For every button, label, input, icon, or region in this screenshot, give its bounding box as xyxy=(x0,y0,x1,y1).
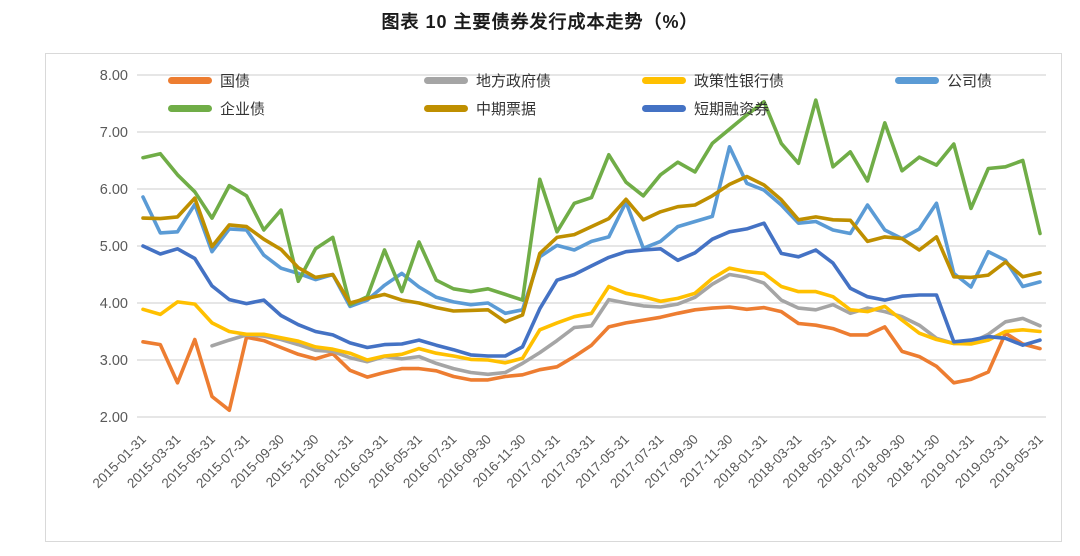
legend-row-2: 企业债 中期票据 短期融资券 xyxy=(0,96,1080,120)
series-line-中期票据 xyxy=(141,174,1042,324)
legend-item-中期票据: 中期票据 xyxy=(424,96,536,120)
legend-label: 短期融资券 xyxy=(694,100,770,118)
legend-label: 国债 xyxy=(220,72,251,90)
chart-title: 图表 10 主要债券发行成本走势（%） xyxy=(381,12,699,32)
series-line-企业债 xyxy=(141,98,1042,307)
legend-label: 政策性银行债 xyxy=(694,72,785,90)
series-line-公司债 xyxy=(141,145,1042,316)
legend-label: 公司债 xyxy=(947,72,993,90)
y-axis-label: 6.00 xyxy=(100,182,128,198)
y-axis-label: 2.00 xyxy=(100,410,128,426)
legend-label: 中期票据 xyxy=(476,100,537,118)
legend-item-公司债: 公司债 xyxy=(895,68,992,92)
legend-swatch-icon xyxy=(895,76,939,84)
legend-swatch-icon xyxy=(168,76,212,84)
series-line-政策性银行债 xyxy=(141,266,1042,365)
legend-item-政策性银行债: 政策性银行债 xyxy=(642,68,784,92)
legend-swatch-icon xyxy=(424,104,468,112)
legend-swatch-icon xyxy=(424,76,468,84)
y-axis-label: 4.00 xyxy=(100,296,128,312)
legend-swatch-icon xyxy=(642,104,686,112)
y-axis-label: 8.00 xyxy=(100,68,128,84)
legend-item-地方政府债: 地方政府债 xyxy=(424,68,551,92)
legend-label: 地方政府债 xyxy=(476,72,552,90)
series-line-短期融资券 xyxy=(141,221,1042,358)
series-line-国债 xyxy=(141,305,1042,412)
legend-item-企业债: 企业债 xyxy=(168,96,265,120)
legend-swatch-icon xyxy=(168,104,212,112)
y-axis-label: 5.00 xyxy=(100,239,128,255)
legend-swatch-icon xyxy=(642,76,686,84)
y-axis-label: 7.00 xyxy=(100,125,128,141)
legend-item-国债: 国债 xyxy=(168,68,250,92)
chart-border xyxy=(45,53,1062,542)
legend-item-短期融资券: 短期融资券 xyxy=(642,96,769,120)
legend-row-1: 国债 地方政府债 政策性银行债 公司债 xyxy=(0,68,1080,92)
legend-label: 企业债 xyxy=(220,100,266,118)
y-axis-label: 3.00 xyxy=(100,353,128,369)
series-line-地方政府债 xyxy=(210,272,1042,377)
